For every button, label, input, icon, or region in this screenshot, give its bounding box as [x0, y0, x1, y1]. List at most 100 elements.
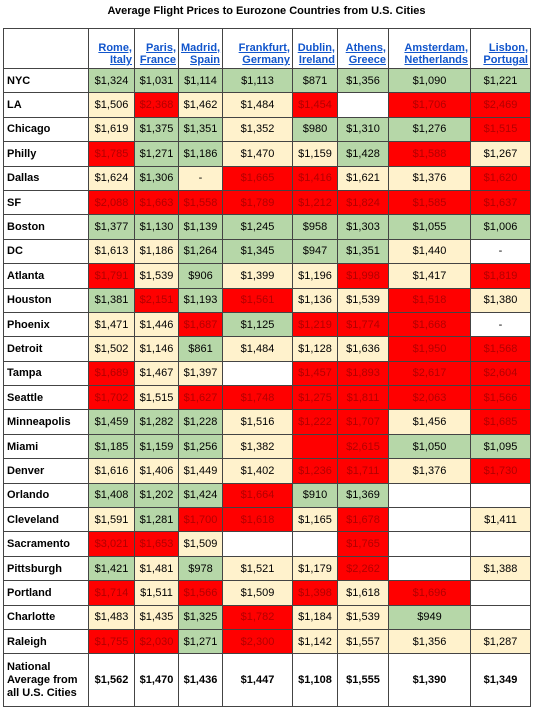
destination-link[interactable]: Lisbon, Portugal — [483, 42, 528, 66]
price-cell: $1,114 — [178, 67, 223, 94]
price-cell: $1,424 — [178, 482, 223, 509]
price-cell: $1,893 — [337, 360, 389, 387]
destination-link[interactable]: Madrid, Spain — [181, 42, 220, 66]
city-row: Portland $1,714 $1,511 $1,566 $1,509 $1,398 $1… — [3, 580, 531, 606]
city-row: Orlando $1,408 $1,202 $1,424 $1,664 $910 $1,36… — [3, 482, 531, 509]
city-row: Boston $1,377 $1,130 $1,139 $1,245 $958 $1,303… — [3, 214, 531, 240]
header-line: Paris, — [146, 42, 176, 54]
price-cell: $1,811 — [337, 385, 389, 411]
city-row: Seattle $1,702 $1,515 $1,627 $1,748 $1,275 $1,… — [3, 385, 531, 411]
price-cell: - — [178, 165, 223, 191]
price-cell: $1,558 — [178, 189, 223, 216]
city-name: LA — [3, 92, 89, 118]
price-cell: $1,345 — [222, 238, 293, 265]
price-cell: $1,446 — [134, 311, 179, 338]
price-cell: $1,748 — [222, 385, 293, 411]
header-line: Italy — [109, 54, 132, 66]
destination-link[interactable]: Amsterdam, Netherlands — [404, 42, 468, 66]
header-line: Spain — [190, 54, 220, 66]
price-cell: $1,222 — [292, 409, 338, 435]
price-cell: $1,462 — [178, 92, 223, 118]
header-line: Amsterdam, — [404, 42, 468, 54]
price-cell: $1,095 — [470, 433, 531, 460]
price-cell: $1,515 — [134, 385, 179, 411]
destination-link[interactable]: Athens, Greece — [346, 42, 386, 66]
city-name: Tampa — [3, 360, 89, 387]
price-cell: $2,469 — [470, 92, 531, 118]
price-cell: $1,588 — [388, 141, 471, 167]
price-cell: $1,950 — [388, 336, 471, 362]
price-cell: $1,142 — [292, 628, 338, 655]
destination-link[interactable]: Rome, Italy — [98, 42, 132, 66]
city-name: SF — [3, 189, 89, 216]
corner-cell — [3, 28, 89, 69]
city-row: Philly $1,785 $1,271 $1,186 $1,470 $1,159 $1,4… — [3, 141, 531, 167]
price-cell: $1,685 — [470, 409, 531, 435]
price-cell: $1,509 — [222, 580, 293, 606]
price-cell: $1,591 — [88, 507, 135, 533]
price-cell: $1,511 — [134, 580, 179, 606]
price-cell: $1,228 — [178, 409, 223, 435]
price-cell — [337, 92, 389, 118]
column-header: Paris, France — [134, 28, 179, 69]
city-name: Atlanta — [3, 263, 89, 289]
city-name: Seattle — [3, 385, 89, 411]
price-cell: $947 — [292, 238, 338, 265]
price-cell: $1,714 — [88, 580, 135, 606]
price-cell: $1,159 — [134, 433, 179, 460]
price-cell: $1,998 — [337, 263, 389, 289]
price-cell: $1,031 — [134, 67, 179, 94]
city-name: Chicago — [3, 116, 89, 143]
price-cell: $1,219 — [292, 311, 338, 338]
price-cell: $1,449 — [178, 458, 223, 484]
price-cell: $1,471 — [88, 311, 135, 338]
price-cell: $1,179 — [292, 555, 338, 582]
price-cell — [470, 604, 531, 630]
header-line: Netherlands — [404, 54, 468, 66]
destination-link[interactable]: Paris, France — [140, 42, 176, 66]
price-cell: $1,557 — [337, 628, 389, 655]
price-cell: $1,416 — [292, 165, 338, 191]
price-cell: $861 — [178, 336, 223, 362]
price-cell: $1,325 — [178, 604, 223, 630]
price-cell: $1,287 — [470, 628, 531, 655]
price-cell: $1,271 — [134, 141, 179, 167]
price-cell: $1,636 — [337, 336, 389, 362]
price-cell: $1,456 — [388, 409, 471, 435]
price-cell: $1,417 — [388, 263, 471, 289]
price-cell: $1,352 — [222, 116, 293, 143]
price-cell: $1,139 — [178, 214, 223, 240]
price-cell: $1,376 — [388, 165, 471, 191]
price-cell: $1,700 — [178, 507, 223, 533]
price-cell: $1,381 — [88, 287, 135, 313]
price-cell: $1,619 — [88, 116, 135, 143]
price-cell — [388, 555, 471, 582]
price-cell: $1,506 — [88, 92, 135, 118]
price-cell: $1,125 — [222, 311, 293, 338]
destination-link[interactable]: Frankfurt, Germany — [239, 42, 290, 66]
price-cell: $1,185 — [88, 433, 135, 460]
destination-link[interactable]: Dublin, Ireland — [298, 42, 335, 66]
price-cell: $1,196 — [292, 263, 338, 289]
city-name: Dallas — [3, 165, 89, 191]
city-row: Pittsburgh $1,421 $1,481 $978 $1,521 $1,179 $2… — [3, 555, 531, 582]
price-cell: $1,356 — [388, 628, 471, 655]
price-cell: $2,368 — [134, 92, 179, 118]
price-cell: $1,689 — [88, 360, 135, 387]
price-cell: $1,618 — [337, 580, 389, 606]
price-cell: $906 — [178, 263, 223, 289]
price-cell: $1,618 — [222, 507, 293, 533]
price-cell: $1,128 — [292, 336, 338, 362]
price-cell: $1,221 — [470, 67, 531, 94]
city-row: Atlanta $1,791 $1,539 $906 $1,399 $1,196 $1,99… — [3, 263, 531, 289]
city-name: Raleigh — [3, 628, 89, 655]
national-price: $1,470 — [134, 653, 179, 707]
price-cell: $1,454 — [292, 92, 338, 118]
price-cell: $1,275 — [292, 385, 338, 411]
price-cell: $1,184 — [292, 604, 338, 630]
national-price: $1,349 — [470, 653, 531, 707]
price-cell: $1,707 — [337, 409, 389, 435]
price-cell — [470, 580, 531, 606]
price-cell: $1,484 — [222, 336, 293, 362]
price-cell: $1,245 — [222, 214, 293, 240]
